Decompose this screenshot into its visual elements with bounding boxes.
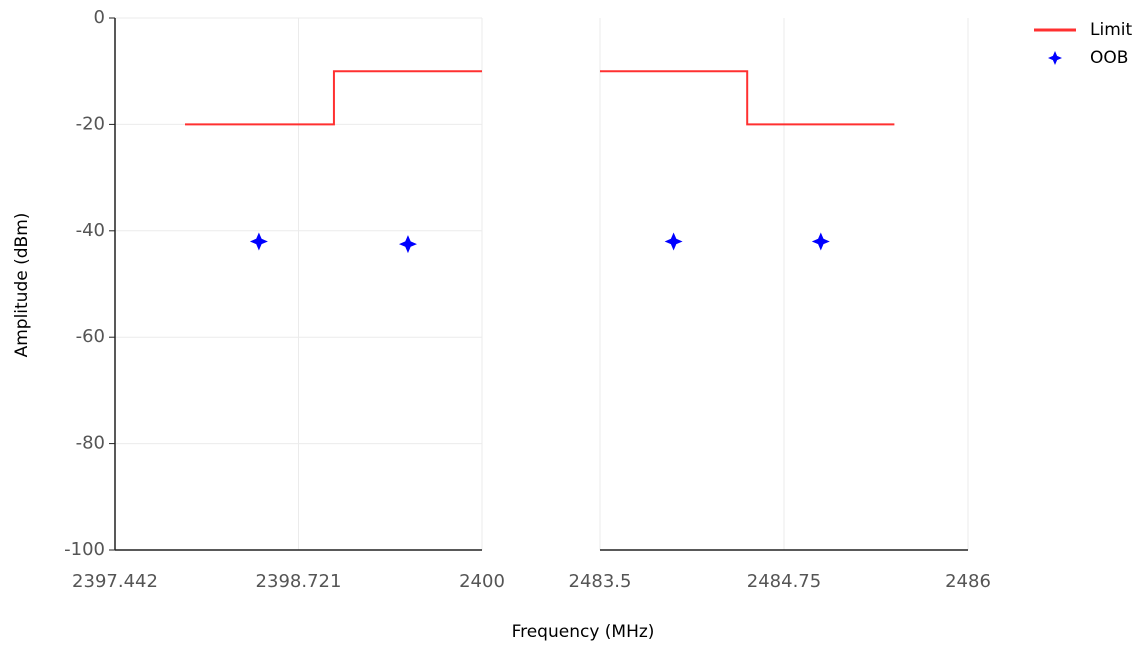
- y-axis-label: Amplitude (dBm): [12, 213, 32, 358]
- legend-label: OOB: [1090, 48, 1128, 68]
- y-tick-label: 0: [94, 7, 105, 28]
- legend-marker: [1048, 51, 1062, 65]
- limit-line: [185, 70, 482, 126]
- limit-line: [600, 70, 895, 126]
- x-tick-label: 2397.442: [72, 571, 158, 592]
- x-tick-label: 2483.5: [569, 571, 632, 592]
- y-tick-label: -60: [76, 326, 105, 347]
- x-tick-label: 2398.721: [256, 571, 342, 592]
- y-tick-label: -100: [64, 539, 105, 560]
- x-tick-label: 2484.75: [747, 571, 821, 592]
- legend-label: Limit: [1090, 20, 1132, 40]
- oob-point: [398, 235, 417, 254]
- y-tick-label: -40: [76, 220, 105, 241]
- oob-point: [664, 232, 683, 251]
- x-axis-label: Frequency (MHz): [512, 622, 655, 642]
- y-tick-label: -20: [76, 113, 105, 134]
- oob-point: [811, 232, 830, 251]
- x-tick-label: 2486: [945, 571, 991, 592]
- y-tick-label: -80: [76, 433, 105, 454]
- oob-point: [249, 232, 268, 251]
- x-tick-label: 2400: [459, 571, 505, 592]
